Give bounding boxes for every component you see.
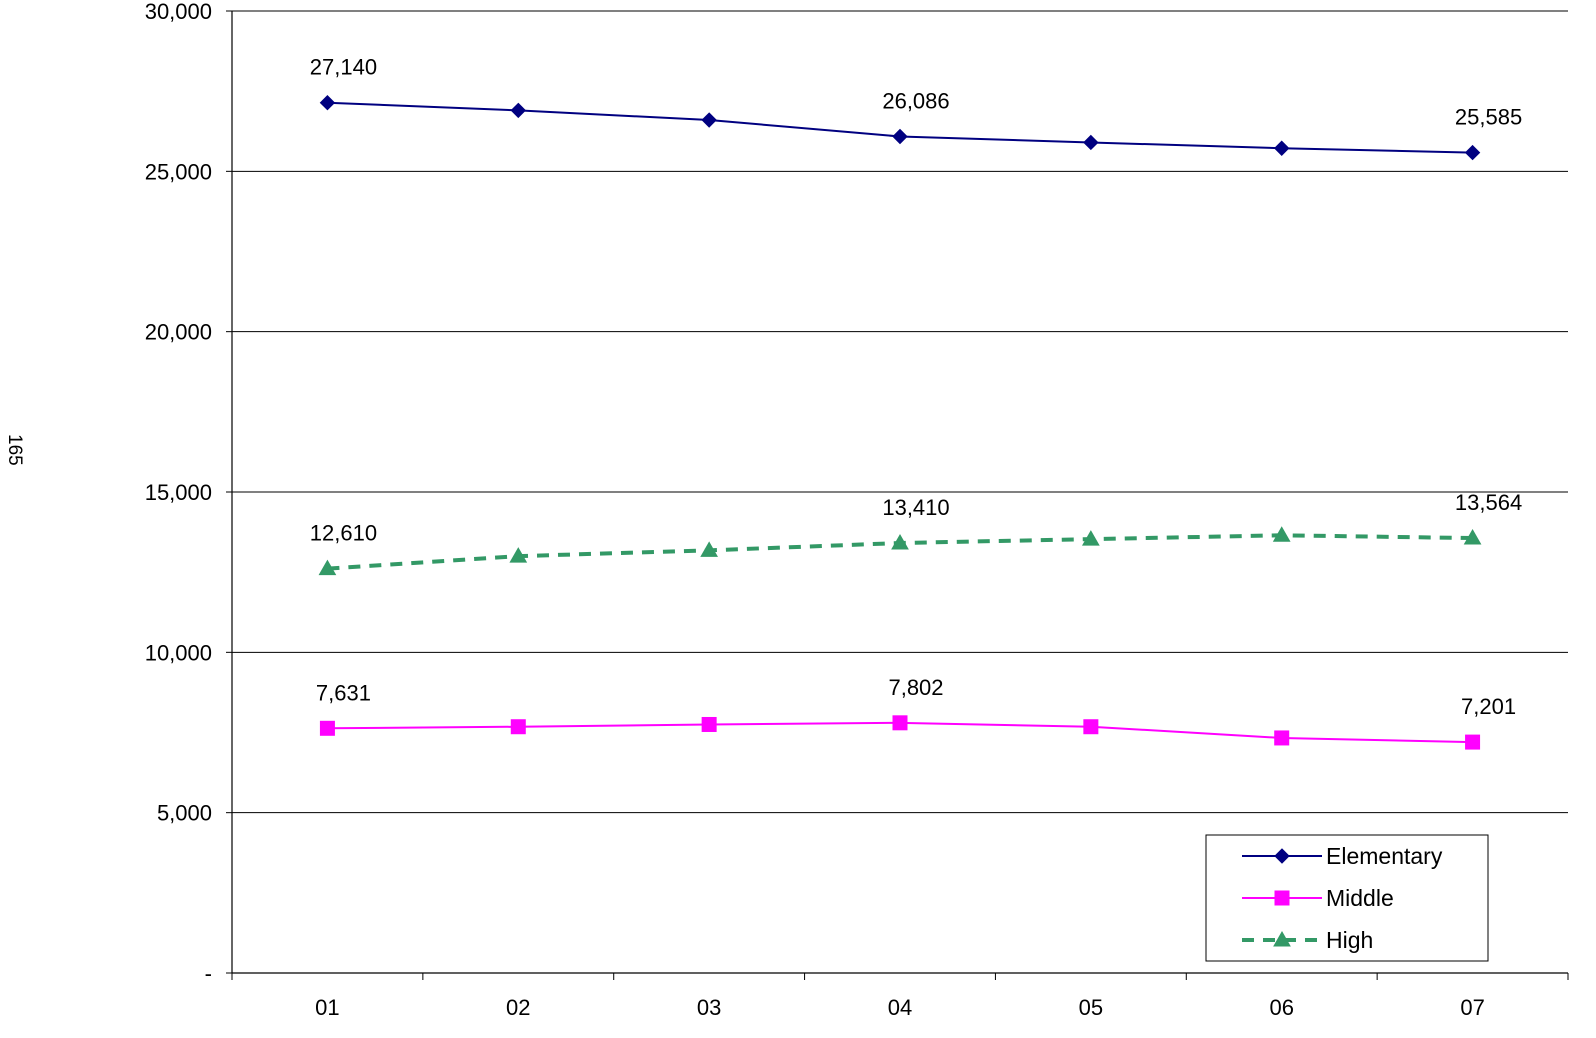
data-label-high: 13,564: [1455, 490, 1522, 515]
y-tick-label: 20,000: [145, 320, 212, 345]
data-label-middle: 7,201: [1461, 694, 1516, 719]
legend-label-high: High: [1326, 927, 1373, 953]
data-label-elementary: 27,140: [310, 55, 377, 80]
data-labels: 27,140 26,086 25,585 7,631 7,802 7,201 12,610 1…: [310, 55, 1522, 719]
data-point-middle: [892, 715, 908, 731]
y-tick-label: 30,000: [145, 0, 212, 24]
x-tick-label: 06: [1269, 995, 1293, 1020]
data-label-middle: 7,802: [888, 675, 943, 700]
x-axis-ticks: 01 02 03 04 05 06 07: [231, 973, 1569, 1020]
data-point-elementary: [1464, 144, 1481, 161]
data-point-middle: [1465, 734, 1481, 750]
x-tick-label: 02: [506, 995, 530, 1020]
legend-marker-elementary: [1274, 848, 1290, 864]
data-label-high: 13,410: [882, 495, 949, 520]
y-tick-label: 10,000: [145, 640, 212, 665]
data-label-high: 12,610: [310, 521, 377, 546]
data-point-high: [1081, 530, 1100, 546]
data-point-elementary: [319, 95, 336, 111]
y-axis-ticks: - 5,000 10,000 15,000 20,000 25,000 30,000: [145, 0, 232, 986]
legend-label-elementary: Elementary: [1326, 843, 1443, 869]
data-point-elementary: [701, 112, 717, 128]
x-tick-label: 07: [1460, 995, 1484, 1020]
data-point-middle: [1083, 719, 1099, 735]
x-tick-label: 04: [888, 995, 912, 1020]
data-point-elementary: [892, 128, 908, 145]
data-point-middle: [701, 716, 717, 732]
data-label-middle: 7,631: [316, 680, 371, 705]
data-label-elementary: 26,086: [882, 89, 949, 114]
legend: Elementary Middle High: [1205, 834, 1489, 962]
data-point-high: [1272, 526, 1291, 542]
legend-label-middle: Middle: [1326, 885, 1394, 911]
data-point-high: [1463, 529, 1482, 545]
gridlines: [232, 10, 1568, 814]
data-point-elementary: [1274, 140, 1290, 156]
x-tick-label: 05: [1079, 995, 1103, 1020]
x-tick-label: 03: [697, 995, 721, 1020]
data-point-high: [891, 533, 909, 550]
y-tick-label: 25,000: [145, 159, 212, 184]
x-tick-label: 01: [315, 995, 339, 1020]
data-point-elementary: [510, 102, 526, 119]
data-point-high: [318, 559, 337, 576]
data-label-elementary: 25,585: [1455, 105, 1522, 130]
y-tick-label: 15,000: [145, 480, 212, 505]
legend-marker-middle: [1274, 890, 1290, 906]
data-point-middle: [510, 719, 526, 735]
series-layer: [318, 95, 1482, 750]
legend-marker-high: [1273, 930, 1291, 947]
data-point-high: [509, 547, 528, 563]
data-point-middle: [319, 720, 335, 736]
y-tick-label: 5,000: [157, 801, 212, 826]
data-point-high: [700, 541, 719, 557]
data-point-elementary: [1083, 134, 1099, 151]
page-number: 165: [4, 434, 25, 466]
y-tick-label: -: [205, 961, 212, 986]
data-point-middle: [1274, 730, 1290, 746]
